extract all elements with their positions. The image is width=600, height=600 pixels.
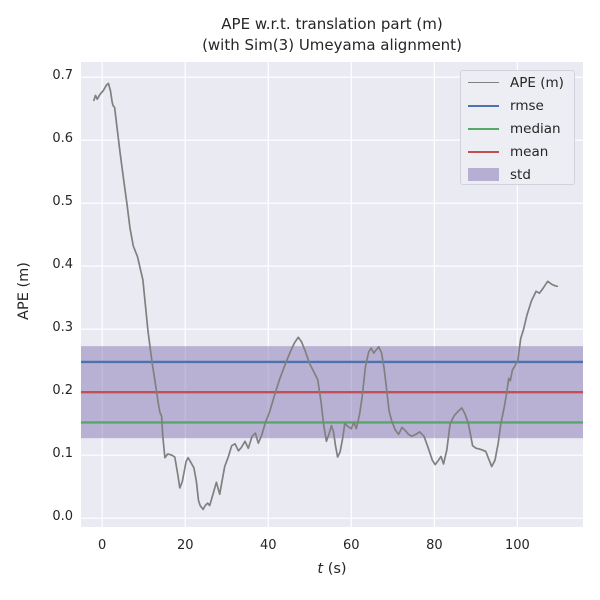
chart-title-line-2: (with Sim(3) Umeyama alignment): [202, 36, 462, 54]
y-tick-label: 0.1: [52, 446, 73, 462]
x-axis-label-unit: (s): [327, 561, 347, 577]
x-tick-label: 60: [343, 538, 360, 553]
chart-title-line-1: APE w.r.t. translation part (m): [221, 15, 443, 33]
x-axis-label-variable: t: [317, 561, 324, 577]
y-tick-label: 0.0: [52, 509, 73, 525]
legend-swatch-line: [468, 104, 499, 107]
legend-swatch-line: [468, 150, 499, 153]
ape-line: [93, 82, 559, 511]
y-tick-label: 0.7: [52, 68, 73, 84]
x-axis-label: t (s): [317, 561, 346, 577]
legend-item-rmse: rmse: [461, 94, 574, 117]
legend-swatch-line: [468, 82, 499, 83]
y-tick-label: 0.5: [52, 194, 73, 210]
y-tick-label: 0.4: [52, 257, 73, 273]
x-tick-label: 40: [259, 538, 277, 553]
x-tick-label: 20: [176, 538, 194, 553]
x-tick-label: 0: [98, 538, 107, 553]
legend-label: rmse: [510, 97, 544, 114]
legend-item-std: std: [461, 163, 574, 186]
legend-swatch-patch: [468, 168, 499, 181]
x-tick-label: 80: [426, 538, 443, 553]
chart-title: APE w.r.t. translation part (m) (with Si…: [81, 14, 583, 56]
legend-item-mean: mean: [461, 140, 574, 163]
legend-item-apem: APE (m): [461, 71, 574, 94]
legend-swatch-line: [468, 127, 499, 130]
legend: APE (m) rmse median mean std: [460, 70, 575, 185]
legend-label: median: [510, 120, 561, 137]
legend-item-median: median: [461, 117, 574, 140]
legend-label: std: [510, 166, 531, 183]
y-tick-label: 0.6: [52, 131, 73, 147]
y-tick-label: 0.2: [52, 383, 73, 399]
x-tick-label: 100: [504, 538, 530, 553]
y-tick-label: 0.3: [52, 320, 73, 336]
legend-label: APE (m): [510, 74, 564, 91]
legend-label: mean: [510, 143, 549, 160]
